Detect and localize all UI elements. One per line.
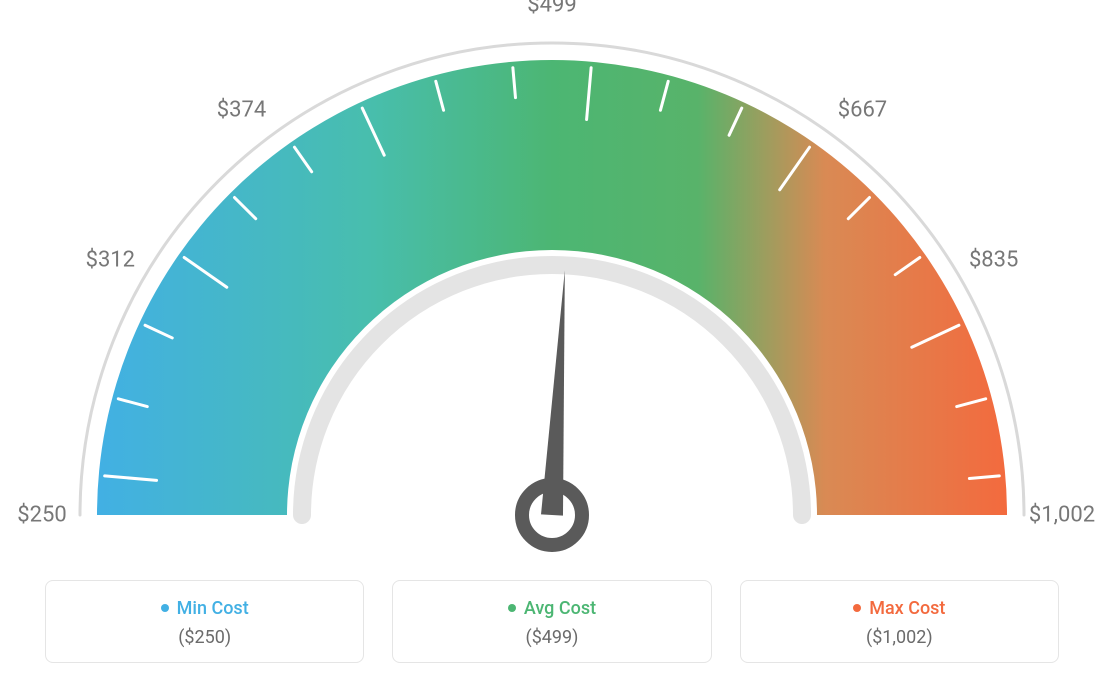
legend-card-max: Max Cost ($1,002) — [740, 580, 1059, 663]
dot-icon — [161, 604, 169, 612]
legend-min-value: ($250) — [46, 627, 363, 648]
legend-label-min: Min Cost — [161, 598, 249, 619]
legend-min-text: Min Cost — [177, 598, 249, 619]
cost-gauge: $250 $312 $374 $499 $667 $835 $1,002 — [0, 0, 1104, 555]
legend-card-avg: Avg Cost ($499) — [392, 580, 711, 663]
scale-label: $667 — [838, 98, 887, 123]
legend-label-avg: Avg Cost — [508, 598, 596, 619]
scale-label: $374 — [217, 98, 266, 123]
legend-avg-value: ($499) — [393, 627, 710, 648]
scale-label: $499 — [527, 0, 576, 18]
legend-avg-text: Avg Cost — [524, 598, 596, 619]
legend-card-min: Min Cost ($250) — [45, 580, 364, 663]
legend-label-max: Max Cost — [853, 598, 945, 619]
legend-max-text: Max Cost — [869, 598, 945, 619]
scale-label: $312 — [86, 248, 135, 273]
dot-icon — [508, 604, 516, 612]
legend-row: Min Cost ($250) Avg Cost ($499) Max Cost… — [45, 580, 1059, 663]
scale-label: $250 — [17, 503, 66, 528]
gauge-svg — [0, 0, 1104, 560]
dot-icon — [853, 604, 861, 612]
scale-label: $1,002 — [1029, 503, 1095, 528]
scale-label: $835 — [969, 248, 1018, 273]
legend-max-value: ($1,002) — [741, 627, 1058, 648]
